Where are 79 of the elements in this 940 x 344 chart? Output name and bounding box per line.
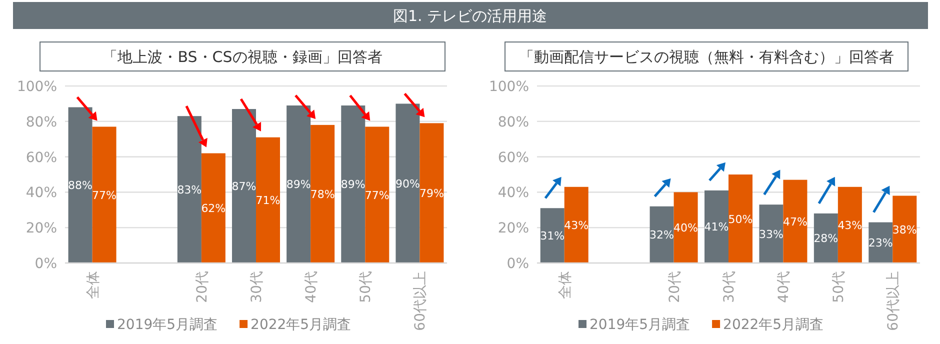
bar: [814, 213, 838, 263]
data-label: 40%: [674, 222, 698, 235]
bar: [650, 206, 674, 263]
bar: [310, 124, 335, 263]
bar: [540, 208, 564, 263]
y-tick-label: 100%: [488, 79, 529, 95]
data-label: 50%: [728, 212, 753, 226]
bar: [892, 196, 917, 263]
y-tick-label: 60%: [26, 150, 57, 166]
x-tick-label: 30代: [722, 271, 738, 303]
bar: [564, 186, 588, 263]
data-label: 71%: [256, 194, 280, 208]
data-label: 33%: [758, 228, 784, 241]
data-label: 32%: [650, 228, 674, 242]
bar: [838, 186, 862, 263]
y-tick-label: 80%: [498, 114, 529, 130]
legend-label: 2022年5月調査: [250, 317, 352, 333]
bar: [232, 109, 256, 263]
data-label: 89%: [286, 178, 311, 192]
chart-title: 「地上波・BS・CSの視聴・録画」回答者: [102, 48, 382, 66]
bar: [759, 204, 784, 263]
data-label: 79%: [419, 187, 444, 200]
bar: [704, 190, 728, 263]
x-tick-label: 全体: [85, 271, 102, 299]
data-label: 43%: [564, 218, 589, 232]
y-tick-label: 40%: [26, 185, 57, 202]
bar: [365, 126, 390, 263]
y-tick-label: 20%: [26, 220, 57, 237]
bar: [256, 137, 280, 263]
data-label: 31%: [540, 230, 565, 243]
data-label: 87%: [232, 180, 256, 194]
y-tick-label: 100%: [16, 79, 57, 95]
x-tick-label: 30代: [249, 271, 265, 303]
x-tick-label: 50代: [830, 271, 847, 303]
data-label: 89%: [340, 178, 366, 192]
data-label: 23%: [868, 236, 893, 250]
data-label: 78%: [310, 188, 335, 201]
x-tick-label: 60代以上: [886, 271, 902, 331]
caption: 図1. テレビの活用用途: [392, 7, 548, 25]
legend-label: 2022年5月調査: [723, 317, 824, 333]
data-label: 38%: [892, 223, 917, 236]
y-tick-label: 20%: [498, 220, 529, 237]
bar: [68, 107, 92, 263]
x-tick-label: 20代: [194, 271, 210, 303]
data-label: 77%: [364, 188, 390, 202]
bar: [728, 174, 752, 263]
bar: [420, 123, 444, 263]
data-label: 28%: [814, 232, 838, 246]
y-tick-label: 0%: [506, 256, 529, 272]
x-tick-label: 60代以上: [412, 271, 429, 331]
data-label: 41%: [704, 220, 729, 234]
data-label: 43%: [838, 218, 862, 232]
bar: [783, 180, 808, 263]
data-label: 83%: [177, 184, 202, 197]
bar: [341, 105, 366, 263]
bar: [674, 192, 698, 263]
y-tick-label: 40%: [498, 185, 529, 202]
legend-label: 2019年5月調査: [590, 317, 690, 333]
bar: [201, 153, 226, 263]
data-label: 90%: [395, 177, 420, 190]
bar: [177, 116, 202, 263]
data-label: 77%: [92, 188, 117, 202]
chart-title: 「動画配信サービスの視聴（無料・有料含む）」回答者: [519, 48, 894, 66]
data-label: 62%: [201, 202, 226, 216]
x-tick-label: 40代: [776, 271, 792, 303]
y-tick-label: 80%: [26, 114, 57, 130]
data-label: 47%: [782, 215, 808, 228]
bar: [396, 104, 420, 263]
x-tick-label: 20代: [666, 271, 683, 303]
data-label: 88%: [68, 179, 93, 192]
x-tick-label: 全体: [557, 271, 574, 299]
legend-label: 2019年5月調査: [117, 317, 218, 333]
bar: [92, 126, 116, 263]
y-tick-label: 60%: [498, 150, 529, 166]
bar: [286, 105, 311, 263]
y-tick-label: 0%: [34, 256, 57, 272]
x-tick-label: 40代: [304, 271, 320, 303]
banner: 図1. テレビの活用用途: [13, 2, 928, 29]
x-tick-label: 50代: [358, 271, 374, 303]
